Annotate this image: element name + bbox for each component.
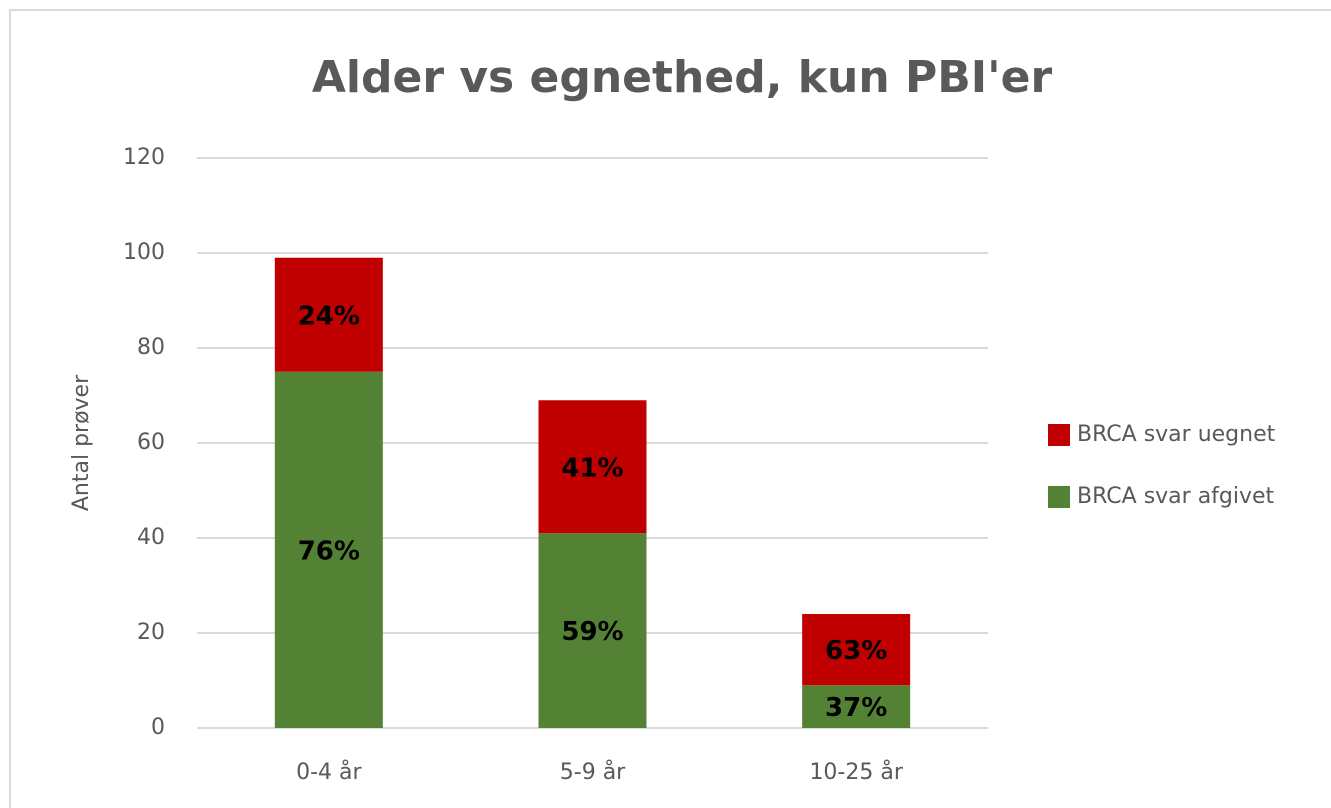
legend-label: BRCA svar afgivet [1077, 484, 1275, 509]
x-tick-label: 10-25 år [809, 759, 903, 785]
y-axis-label: Antal prøver [69, 374, 94, 511]
legend-swatch [1048, 486, 1070, 508]
y-tick-label: 40 [137, 525, 165, 550]
data-label: 59% [561, 617, 623, 647]
chart-title: Alder vs egnethed, kun PBI'er [312, 52, 1053, 103]
y-tick-label: 60 [137, 430, 165, 455]
data-label: 63% [825, 636, 887, 666]
y-tick-label: 20 [137, 620, 165, 645]
bar-segment [274, 257, 383, 372]
legend-label: BRCA svar uegnet [1077, 422, 1276, 447]
y-tick-label: 100 [123, 240, 165, 265]
bar-segment [802, 685, 911, 728]
x-tick-label: 5-9 år [560, 759, 626, 785]
data-label: 41% [561, 453, 623, 483]
data-label: 24% [298, 301, 360, 331]
legend-swatch [1048, 424, 1070, 446]
data-label: 37% [825, 693, 887, 723]
y-tick-label: 120 [123, 145, 165, 170]
bar-segment [274, 371, 383, 728]
data-label: 76% [298, 536, 360, 566]
bar-segment [802, 614, 911, 686]
x-tick-label: 0-4 år [296, 759, 362, 785]
bar-segment [538, 533, 647, 728]
y-tick-label: 0 [151, 715, 165, 740]
bar-segment [538, 400, 647, 534]
chart-border [9, 9, 1331, 808]
y-tick-label: 80 [137, 335, 165, 360]
